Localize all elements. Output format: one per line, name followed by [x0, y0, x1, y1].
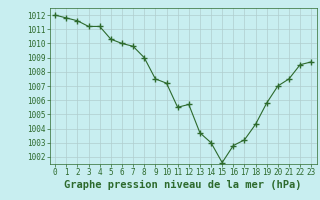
X-axis label: Graphe pression niveau de la mer (hPa): Graphe pression niveau de la mer (hPa) [64, 180, 302, 190]
